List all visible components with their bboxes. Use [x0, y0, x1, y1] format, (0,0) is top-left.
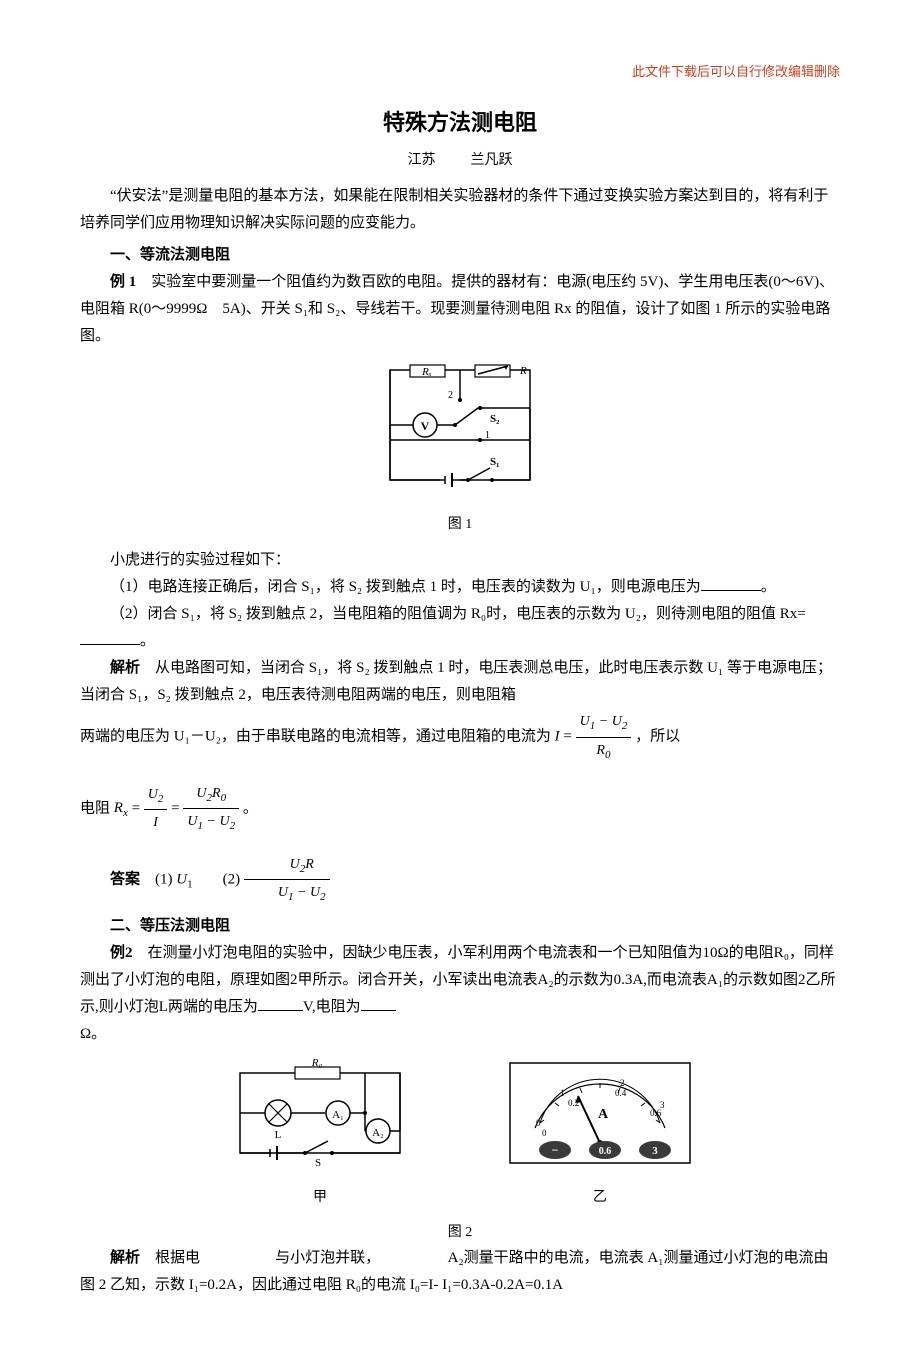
svg-text:0: 0: [542, 1128, 547, 1138]
figure1: Rₓ R 2 V S₂ 1 S₁ 图 1: [80, 360, 840, 537]
ex2-analysis: 解析 根据电 与小灯泡并联， A₂测量干路中的电流，电流表 A₁测量通过小灯泡的…: [80, 1245, 840, 1299]
example2-unit: Ω。: [80, 1021, 840, 1048]
intro-paragraph: “伏安法”是测量电阻的基本方法，如果能在限制相关实验器材的条件下通过变换实验方案…: [80, 183, 840, 237]
blank-4: [361, 995, 396, 1011]
rx-label: Rₓ: [421, 366, 432, 378]
author-name: 兰凡跃: [471, 153, 513, 168]
blank-1: [701, 575, 761, 591]
svg-text:L: L: [275, 1129, 282, 1141]
svg-text:2: 2: [620, 1078, 625, 1088]
voltmeter-label: V: [421, 419, 430, 433]
figure2a-label: 甲: [220, 1185, 420, 1210]
example1-label: 例 1: [110, 274, 136, 290]
ex1-procedure: 小虎进行的实验过程如下：: [80, 547, 840, 574]
ex1-analysis-line3: 电阻 Rx = U2 I = U2R0 U1 − U2 。: [80, 781, 840, 837]
svg-text:0.6: 0.6: [599, 1146, 612, 1157]
header-note: 此文件下载后可以自行修改编辑删除: [80, 60, 840, 83]
analysis-label-2: 解析: [110, 1250, 140, 1266]
svg-text:0: 0: [536, 1118, 541, 1128]
r-label: R: [519, 365, 527, 377]
ex1-step2: （2）闭合 S₁，将 S₂ 拨到触点 2，当电阻箱的阻值调为 R₀时，电压表的示…: [80, 601, 840, 655]
formula-rx2: U2R0 U1 − U2: [183, 781, 239, 837]
svg-text:−: −: [552, 1143, 559, 1157]
blank-3: [258, 995, 303, 1011]
author-location: 江苏: [408, 153, 436, 168]
point-2: 2: [448, 390, 453, 401]
blank-2: [80, 629, 140, 645]
svg-text:0.4: 0.4: [615, 1088, 627, 1098]
svg-text:3: 3: [660, 1100, 665, 1110]
svg-text:3: 3: [652, 1145, 658, 1157]
formula-answer2: U2R U1 − U2: [244, 852, 330, 908]
ex1-analysis-line2: 两端的电压为 U₁－U₂，由于串联电路的电流相等，通过电阻箱的电流为 I = U…: [80, 709, 840, 765]
page-title: 特殊方法测电阻: [80, 103, 840, 143]
figure2a: R₀ L A₁ A₂ S: [220, 1058, 420, 1210]
figure2b-label: 乙: [500, 1185, 700, 1210]
answer-label: 答案: [110, 871, 140, 887]
svg-text:A: A: [598, 1107, 609, 1122]
example2: 例2 在测量小灯泡电阻的实验中，因缺少电压表，小军利用两个电流表和一个已知阻值为…: [80, 940, 840, 1021]
example2-label: 例2: [110, 945, 133, 961]
ex1-analysis: 解析 从电路图可知，当闭合 S₁，将 S₂ 拨到触点 1 时，电压表测总电压，此…: [80, 655, 840, 709]
svg-text:R₀: R₀: [311, 1058, 323, 1069]
svg-text:A₂: A₂: [372, 1127, 384, 1139]
section2-title: 二、等压法测电阻: [80, 913, 840, 940]
formula-rx1: U2 I: [144, 782, 168, 836]
svg-text:A₁: A₁: [332, 1109, 344, 1121]
point-1: 1: [485, 430, 490, 441]
author-line: 江苏 兰凡跃: [80, 148, 840, 173]
ex1-step1: （1）电路连接正确后，闭合 S₁，将 S₂ 拨到触点 1 时，电压表的读数为 U…: [80, 574, 840, 601]
section1-title: 一、等流法测电阻: [80, 242, 840, 269]
figure1-label: 图 1: [80, 512, 840, 537]
s1-label: S₁: [490, 456, 499, 468]
figure2-row: R₀ L A₁ A₂ S: [80, 1058, 840, 1210]
svg-text:1: 1: [560, 1088, 565, 1098]
analysis-label: 解析: [110, 660, 140, 676]
figure2-label: 图 2: [80, 1220, 840, 1245]
s2-label: S₂: [490, 413, 500, 425]
example1: 例 1 实验室中要测量一个阻值约为数百欧的电阻。提供的器材有：电源(电压约 5V…: [80, 269, 840, 350]
example1-text: 实验室中要测量一个阻值约为数百欧的电阻。提供的器材有：电源(电压约 5V)、学生…: [80, 274, 834, 344]
ex1-answer: 答案 (1) U1 (2) U2R U1 − U2: [80, 852, 840, 908]
svg-text:S: S: [315, 1157, 321, 1169]
formula-current: U1 − U2 R0: [576, 709, 632, 765]
figure2b: 0 0.2 0.4 0.6 0 1 2 3 A − 0.6 3 乙: [500, 1058, 700, 1210]
